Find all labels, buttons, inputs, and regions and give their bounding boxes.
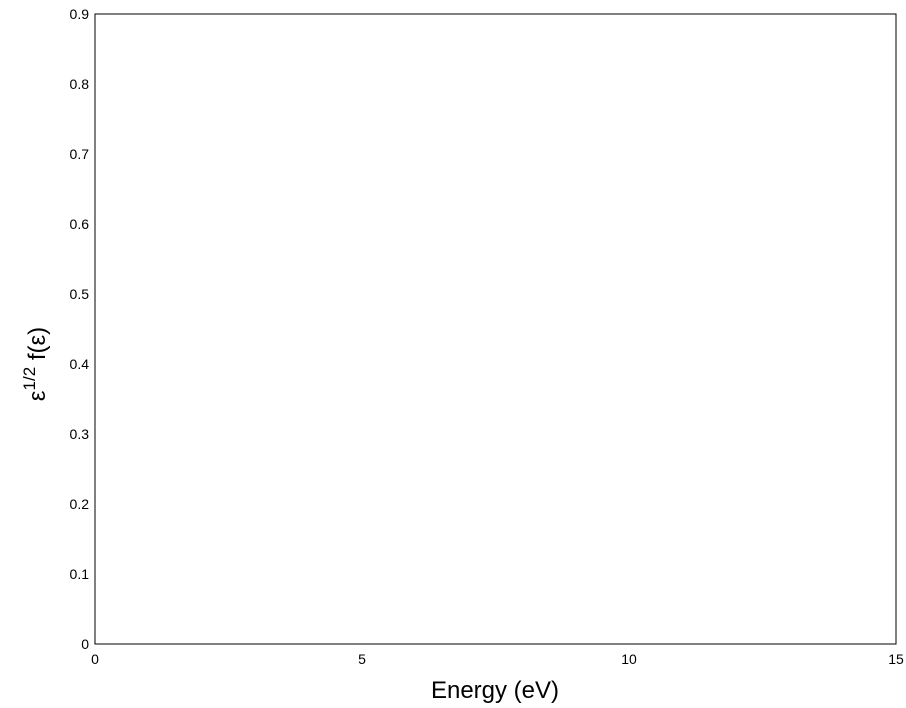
tick-layer: 0 5 10 15 0 0.1 0.2 0.3 0.4 0.5 0.6 0.7 0.8 0.9 [70, 6, 904, 667]
axes-frame [94, 13, 897, 645]
y-tick-label: 0 [81, 636, 89, 652]
axes-background [95, 14, 896, 644]
plot-area [94, 13, 897, 645]
y-tick-label: 0.8 [70, 76, 90, 92]
y-tick-label: 0.6 [70, 216, 90, 232]
y-tick-label: 0.4 [70, 356, 90, 372]
y-tick-label: 0.9 [70, 6, 90, 22]
y-axis-label: ε1/2 f(ε) [20, 327, 51, 401]
y-axis-label-sup: 1/2 [20, 367, 39, 391]
x-tick-label: 15 [888, 651, 904, 667]
y-tick-label: 0.7 [70, 146, 90, 162]
y-tick-label: 0.5 [70, 286, 90, 302]
y-axis-label-rest: f(ε) [24, 327, 51, 367]
x-axis-label: Energy (eV) [431, 677, 559, 704]
y-axis-label-base: ε [24, 390, 51, 401]
y-tick-label: 0.1 [70, 566, 90, 582]
y-tick-label: 0.2 [70, 496, 90, 512]
y-tick-label: 0.3 [70, 426, 90, 442]
x-tick-label: 10 [621, 651, 637, 667]
x-tick-label: 5 [358, 651, 366, 667]
x-tick-label: 0 [91, 651, 99, 667]
